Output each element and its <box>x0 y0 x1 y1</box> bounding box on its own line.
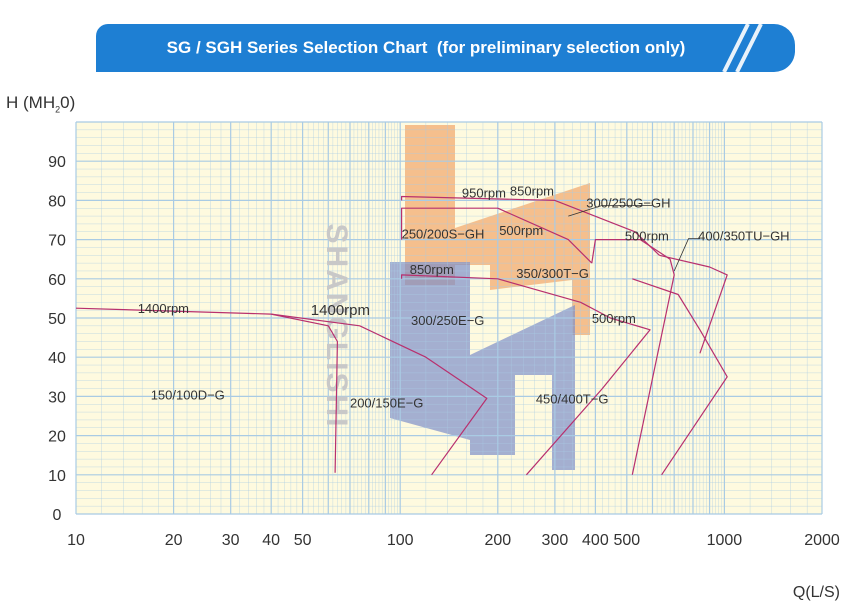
curve-300-250e-g <box>401 274 651 476</box>
curve-annotation: 500rpm <box>499 223 543 238</box>
x-tick-label: 2000 <box>804 532 840 549</box>
curve-450-400t-g <box>632 278 728 476</box>
curve-annotation: 850rpm <box>410 262 454 277</box>
y-tick-label: 90 <box>48 154 66 171</box>
y-tick-label: 10 <box>48 468 66 485</box>
curve-400-350tu-gh <box>659 254 728 354</box>
curve-annotation: 1400rpm <box>138 301 189 316</box>
curve-annotation: 300/250E−G <box>411 313 484 328</box>
y-tick-label: 80 <box>48 193 66 210</box>
curve-annotation: 350/300T−G <box>516 266 589 281</box>
leader-line <box>568 204 653 217</box>
y-tick-label: 50 <box>48 311 66 328</box>
x-tick-label: 30 <box>222 532 240 549</box>
x-tick-label: 300 <box>542 532 569 549</box>
curve-annotation: 300/250G−GH <box>586 195 670 210</box>
curve-annotation: 500rpm <box>625 229 669 244</box>
leader-line <box>673 238 700 272</box>
x-axis-label: Q(L/S) <box>793 584 840 601</box>
x-tick-label: 200 <box>484 532 511 549</box>
curve-annotation: 400/350TU−GH <box>698 229 789 244</box>
curve-annotation: 200/150E−G <box>350 395 423 410</box>
curve-annotation: 450/400T−G <box>536 391 609 406</box>
curve-annotation: 150/100D−G <box>151 387 225 402</box>
y-tick-label: 70 <box>48 233 66 250</box>
curve-annotation: 950rpm <box>462 186 506 201</box>
curve-annotation: 500rpm <box>592 311 636 326</box>
x-tick-label: 40 <box>262 532 280 549</box>
x-tick-label: 50 <box>294 532 312 549</box>
x-tick-label: 1000 <box>707 532 743 549</box>
y-tick-label: 0 <box>53 507 62 524</box>
y-tick-label: 40 <box>48 350 66 367</box>
title-banner: SG / SGH Series Selection Chart (for pre… <box>96 24 795 72</box>
y-tick-label: 30 <box>48 389 66 406</box>
curve-annotations: 950rpm 850rpm 300/250G−GH 250/200S−GH 500rpm… <box>138 184 790 411</box>
curve-150-100d-g <box>75 307 338 473</box>
curve-annotation: 250/200S−GH <box>402 227 485 242</box>
y-axis-label: H (MH20) <box>6 93 76 115</box>
banner-shape <box>96 24 795 72</box>
curve-250-200s-gh <box>401 207 593 264</box>
curve-200-150e-g <box>271 313 488 476</box>
y-tick-label: 20 <box>48 429 66 446</box>
curve-300-250g-gh <box>401 195 660 256</box>
curve-annotation: 850rpm <box>510 184 554 199</box>
logo-blue-shape <box>390 262 575 470</box>
x-tick-label: 20 <box>165 532 183 549</box>
x-tick-label: 500 <box>613 532 640 549</box>
x-tick-label: 400 <box>582 532 609 549</box>
pump-curves <box>75 195 728 476</box>
chart-title: SG / SGH Series Selection Chart (for pre… <box>166 38 686 57</box>
curve-annotation: 1400rpm <box>311 302 370 319</box>
curve-350-300t-g <box>591 239 675 475</box>
axis-tick-labels: 10 20 30 40 50 100 200 300 400 500 1000 2000 0 10 20 30… <box>48 154 840 549</box>
banner-stripes-icon <box>722 24 763 72</box>
x-tick-label: 100 <box>387 532 414 549</box>
x-tick-label: 10 <box>67 532 85 549</box>
y-tick-label: 60 <box>48 272 66 289</box>
